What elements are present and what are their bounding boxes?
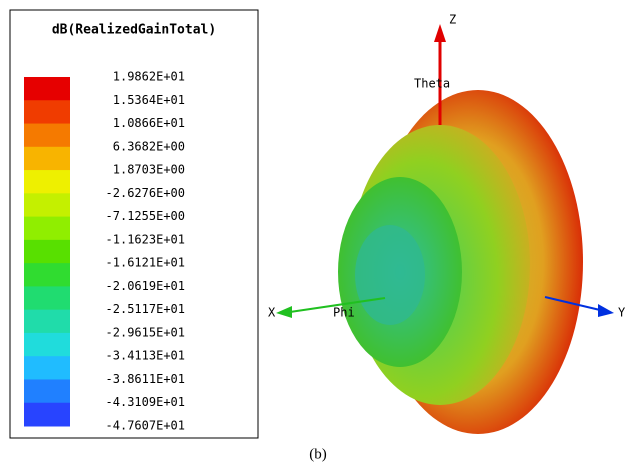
legend-level: -2.6276E+00 [106, 186, 185, 200]
legend-level: -7.1255E+00 [106, 209, 185, 223]
legend-level: 1.5364E+01 [113, 93, 185, 107]
z-arrow [434, 24, 446, 42]
legend-swatch [24, 170, 70, 194]
legend-swatch [24, 100, 70, 125]
y-arrow [598, 304, 614, 317]
legend-title: dB(RealizedGainTotal) [52, 23, 216, 38]
legend-level: -1.1623E+01 [106, 232, 185, 246]
legend-swatch [24, 286, 70, 311]
legend-swatch [24, 263, 70, 287]
caption: (b) [309, 446, 327, 462]
legend-swatch [24, 379, 70, 404]
x-axis [289, 297, 386, 313]
legend-level: -1.6121E+01 [106, 256, 185, 270]
x-arrow [276, 306, 292, 318]
legend-level: -2.0619E+01 [106, 279, 185, 293]
legend-swatch [24, 309, 70, 334]
legend-swatch [24, 402, 70, 427]
legend-swatch [24, 146, 70, 171]
y-axis [544, 296, 601, 311]
legend-level: 1.8703E+00 [113, 163, 185, 177]
legend-level: 6.3682E+00 [113, 139, 185, 153]
legend-swatch [24, 77, 70, 101]
legend-level: 1.0866E+01 [113, 116, 185, 130]
legend-level: -2.5117E+01 [106, 302, 185, 316]
legend-swatch [24, 239, 70, 264]
legend-swatch [24, 193, 70, 218]
legend-level: 1.9862E+01 [113, 70, 185, 84]
x-label: X [268, 306, 276, 320]
z-label: Z [449, 13, 456, 27]
y-label: Y [618, 306, 626, 320]
legend-level: -4.3109E+01 [106, 395, 185, 409]
legend-level: -2.9615E+01 [106, 325, 185, 339]
radiation-pattern [338, 90, 583, 434]
legend-level: -4.7607E+01 [106, 419, 185, 433]
legend-level: -3.4113E+01 [106, 349, 185, 363]
legend-swatch [24, 332, 70, 357]
phi-label: Phi [333, 306, 355, 320]
theta-label: Theta [414, 77, 450, 91]
legend-swatch [24, 216, 70, 241]
legend-level: -3.8611E+01 [106, 372, 185, 386]
legend: 1.9862E+01 1.5364E+01 1.0866E+01 6.3682E+00… [24, 70, 185, 433]
legend-swatch [24, 356, 70, 380]
legend-swatch [24, 123, 70, 148]
